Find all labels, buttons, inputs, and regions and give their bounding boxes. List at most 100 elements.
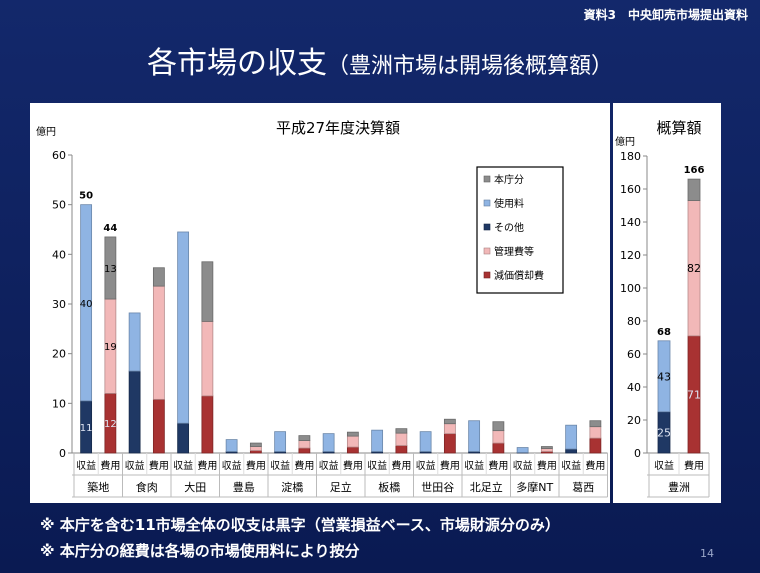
bar-segment-admin xyxy=(589,420,602,428)
bar-segment-management xyxy=(540,448,553,452)
market-label: 葛西 xyxy=(572,481,594,494)
bar-type-label: 費用 xyxy=(440,459,460,472)
bar-segment-usage-fee xyxy=(322,433,335,452)
bar-segment-usage-fee xyxy=(516,447,529,453)
data-label: 11 xyxy=(80,423,93,434)
bar-segment-depreciation xyxy=(395,445,408,454)
document-label: 資料3 中央卸売市場提出資料 xyxy=(583,8,748,22)
bar-type-label: 費用 xyxy=(197,459,217,472)
total-label: 50 xyxy=(79,191,93,202)
legend-label-other: その他 xyxy=(494,221,524,234)
bar-type-label: 収益 xyxy=(319,459,339,472)
bar-segment-depreciation xyxy=(152,398,165,454)
market-label: 世田谷 xyxy=(421,481,454,494)
bar-type-label: 費用 xyxy=(585,459,605,472)
bar-segment-usage-fee xyxy=(468,420,481,452)
market-label: 豊島 xyxy=(233,480,255,494)
estimate-chart: 概算額 億円 0 20 40 60 80 100 120 140 160 180 豊洲 収益 25 43 6… xyxy=(615,119,710,498)
legend-swatch-management xyxy=(483,247,491,255)
bar-segment-admin xyxy=(201,261,214,322)
bar-segment-management xyxy=(443,423,456,435)
page-number: 14 xyxy=(700,547,714,560)
y-tick-label: 180 xyxy=(620,150,641,163)
bar-type-label: 収益 xyxy=(464,459,484,472)
bar-segment-management xyxy=(589,426,602,439)
bar-segment-admin xyxy=(443,418,456,425)
market-label: 淀橋 xyxy=(281,480,303,494)
bar-segment-management xyxy=(298,440,311,449)
bar-type-label: 費用 xyxy=(343,459,363,472)
bar-type-label: 費用 xyxy=(488,459,508,472)
bar-type-label: 収益 xyxy=(125,459,145,472)
bar-segment-admin xyxy=(104,236,117,300)
legend-label-usage-fee: 使用料 xyxy=(494,197,524,210)
legend-label-depreciation: 減価償却費 xyxy=(494,269,544,282)
chart-title: 平成27年度決算額 xyxy=(276,119,400,137)
page-title-sub: （豊洲市場は開場後概算額） xyxy=(326,54,613,79)
y-tick-label: 100 xyxy=(620,282,641,295)
market-label: 豊洲 xyxy=(668,481,690,494)
page-title: 各市場の収支（豊洲市場は開場後概算額） xyxy=(0,38,760,82)
total-label: 68 xyxy=(657,327,671,338)
bar-segment-usage-fee xyxy=(274,431,287,452)
market-label: 築地 xyxy=(87,480,109,494)
bar-type-label: 収益 xyxy=(222,459,242,472)
y-tick-label: 30 xyxy=(52,298,66,311)
bar-segment-admin xyxy=(346,431,359,437)
bar-segment-admin xyxy=(249,442,262,447)
bar-segment-usage-fee xyxy=(177,231,190,424)
market-label: 板橋 xyxy=(378,480,400,494)
bar-type-label: 費用 xyxy=(391,459,411,472)
y-axis-unit: 億円 xyxy=(615,135,635,148)
legend-swatch-usage-fee xyxy=(483,199,491,207)
bar-segment-admin xyxy=(395,428,408,434)
settlement-chart: 平成27年度決算額 億円 0 10 20 30 40 50 60 築地 収益 11 40 50 費用 12… xyxy=(36,119,608,498)
data-label: 43 xyxy=(657,370,671,383)
chart-title: 概算額 xyxy=(656,119,701,137)
data-label: 82 xyxy=(687,262,701,275)
bar-type-label: 収益 xyxy=(513,459,533,472)
bar-segment-depreciation xyxy=(443,433,456,454)
market-label: 大田 xyxy=(184,480,206,494)
data-label: 25 xyxy=(657,426,671,439)
bar-segment-depreciation xyxy=(346,446,359,454)
data-label: 71 xyxy=(687,388,701,401)
data-label: 13 xyxy=(104,264,117,275)
bar-type-label: 費用 xyxy=(294,459,314,472)
y-tick-label: 80 xyxy=(627,315,641,328)
bar-type-label: 収益 xyxy=(367,459,387,472)
bar-type-label: 費用 xyxy=(537,459,557,472)
legend-label-admin: 本庁分 xyxy=(494,173,524,186)
total-label: 44 xyxy=(103,223,117,234)
market-label: 足立 xyxy=(330,480,352,494)
bar-type-label: 費用 xyxy=(246,459,266,472)
legend-label-management: 管理費等 xyxy=(494,245,534,258)
data-label: 12 xyxy=(104,419,117,430)
bar-segment-management xyxy=(492,430,505,444)
bar-segment-other xyxy=(177,422,190,454)
y-tick-label: 120 xyxy=(620,249,641,262)
legend-swatch-other xyxy=(483,223,491,231)
legend-swatch-depreciation xyxy=(483,271,491,279)
legend-box xyxy=(476,166,564,294)
bar-type-label: 収益 xyxy=(416,459,436,472)
bar-type-label: 収益 xyxy=(76,459,96,472)
y-axis-unit: 億円 xyxy=(36,125,56,138)
y-tick-label: 10 xyxy=(52,397,66,410)
bar-segment-usage-fee xyxy=(225,439,238,452)
bar-segment-usage-fee xyxy=(128,312,141,372)
bar-segment-usage-fee xyxy=(419,431,432,452)
y-tick-label: 140 xyxy=(620,216,641,229)
legend-swatch-admin xyxy=(483,175,491,183)
bar-segment-usage-fee xyxy=(80,204,93,402)
bar-segment-admin xyxy=(298,435,311,441)
bar-type-label: 費用 xyxy=(684,459,704,472)
y-tick-label: 20 xyxy=(52,348,66,361)
y-tick-label: 40 xyxy=(627,381,641,394)
market-label: 多摩NT xyxy=(516,480,553,494)
bar-segment-usage-fee xyxy=(371,429,384,452)
bar-type-label: 収益 xyxy=(654,459,674,472)
estimate-chart-panel: 概算額 億円 0 20 40 60 80 100 120 140 160 180 豊洲 収益 25 43 6… xyxy=(613,103,721,503)
bar-segment-admin xyxy=(152,267,165,287)
bar-segment-admin xyxy=(687,178,701,201)
